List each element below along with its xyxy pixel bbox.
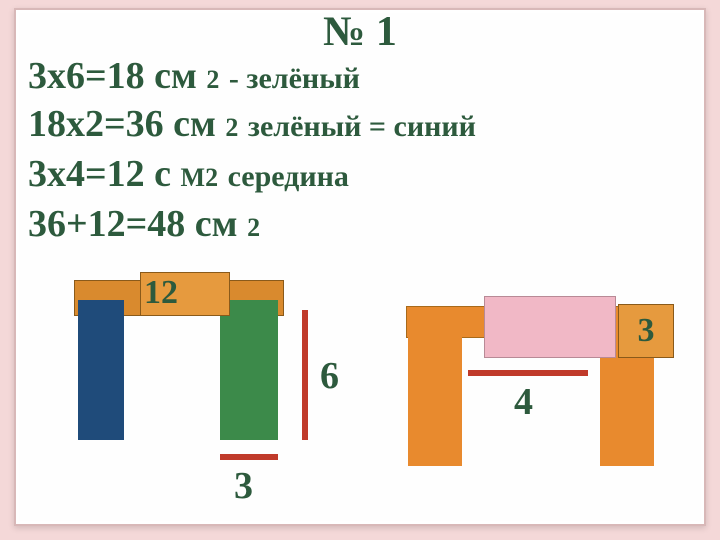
calc-3-unit: М2 xyxy=(181,163,219,192)
calc-line-1: 3х6=18 см 2 - зелёный xyxy=(28,54,360,98)
fig1-width-marker xyxy=(220,454,278,460)
fig1-width-value: 3 xyxy=(234,464,253,508)
calc-1-tail: - зелёный xyxy=(229,62,360,95)
calc-line-3: 3х4=12 с М2 середина xyxy=(28,152,349,196)
fig1-green-bar xyxy=(220,300,278,440)
slide-background: № 1 3х6=18 см 2 - зелёный 18х2=36 см 2 з… xyxy=(0,0,720,540)
fig2-width-value: 4 xyxy=(514,380,533,424)
figure-1: 12 6 3 xyxy=(54,280,334,510)
fig2-width-marker xyxy=(468,370,588,376)
figure-2: 3 4 xyxy=(392,308,702,498)
calc-4-unit: 2 xyxy=(247,213,260,242)
calc-3-tail: середина xyxy=(228,160,349,193)
fig1-height-value: 6 xyxy=(320,354,339,398)
fig1-top-label: 12 xyxy=(144,274,178,312)
calc-2-unit: 2 xyxy=(225,113,238,142)
calc-1-expr: 3х6=18 см xyxy=(28,55,197,97)
calc-line-2: 18х2=36 см 2 зелёный = синий xyxy=(28,102,476,146)
fig1-height-marker xyxy=(302,310,308,440)
calc-1-unit: 2 xyxy=(206,65,219,94)
fig2-left-bar xyxy=(408,322,462,466)
fig2-pink-block xyxy=(484,296,616,358)
problem-number: № 1 xyxy=(16,8,704,56)
calc-2-expr: 18х2=36 см xyxy=(28,103,216,145)
content-panel: № 1 3х6=18 см 2 - зелёный 18х2=36 см 2 з… xyxy=(14,8,706,526)
calc-line-4: 36+12=48 см 2 xyxy=(28,202,260,246)
fig2-label-box: 3 xyxy=(618,304,674,358)
fig2-box-value: 3 xyxy=(638,312,655,350)
calc-4-expr: 36+12=48 см xyxy=(28,203,238,245)
calc-3-expr: 3х4=12 с xyxy=(28,153,171,195)
fig1-blue-bar xyxy=(78,300,124,440)
calc-2-tail: зелёный = синий xyxy=(248,110,476,143)
